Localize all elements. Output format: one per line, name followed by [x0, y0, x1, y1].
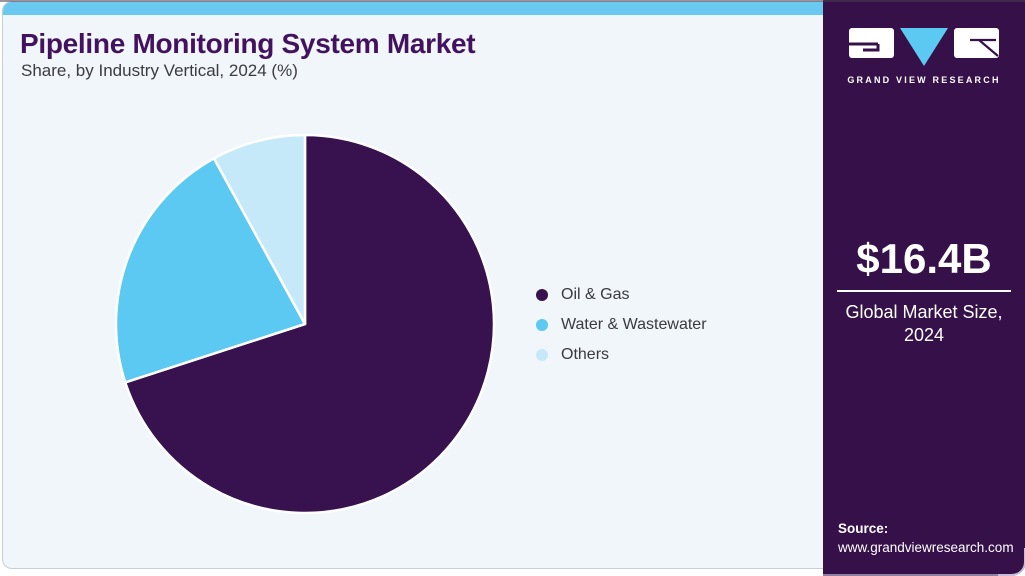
- market-size-label-line2: 2024: [903, 324, 945, 345]
- legend-label: Others: [561, 346, 610, 363]
- legend-item: Water & Wastewater: [536, 316, 707, 334]
- market-size-value: $16.4B: [856, 235, 992, 282]
- legend-label: Water & Wastewater: [561, 316, 707, 333]
- source-block: Source: www.grandviewresearch.com: [838, 520, 1014, 558]
- pie-slice-water-wastewater: [114, 157, 307, 384]
- gvr-logo-icon: [849, 28, 999, 66]
- legend-label: Oil & Gas: [561, 286, 630, 303]
- pie-slice-others: [212, 133, 307, 326]
- sidebar: GRAND VIEW RESEARCH $16.4B Global Market…: [823, 0, 1025, 576]
- chart-panel: Pipeline Monitoring System Market Share,…: [2, 1, 823, 569]
- market-size-label: Global Market Size, 2024: [823, 301, 1025, 346]
- market-size-block: $16.4B Global Market Size, 2024: [823, 235, 1025, 346]
- legend-swatch-icon: [536, 349, 548, 361]
- divider: [837, 290, 1011, 293]
- top-edge-line: [0, 0, 1025, 2]
- page-subtitle: Share, by Industry Vertical, 2024 (%): [21, 61, 298, 80]
- gvr-logo: GRAND VIEW RESEARCH: [823, 27, 1025, 85]
- pie-slice-oil-gas: [124, 133, 496, 515]
- legend-swatch-icon: [536, 289, 548, 301]
- source-label: Source:: [838, 521, 889, 537]
- market-size-label-line1: Global Market Size,: [845, 302, 1003, 323]
- brand-name: GRAND VIEW RESEARCH: [847, 75, 1001, 85]
- chart-legend: Oil & Gas Water & Wastewater Others: [536, 286, 707, 376]
- legend-item: Oil & Gas: [536, 286, 707, 304]
- page-title: Pipeline Monitoring System Market: [20, 28, 476, 59]
- pie-chart: [114, 133, 496, 515]
- legend-swatch-icon: [536, 319, 548, 331]
- source-url: www.grandviewresearch.com: [838, 540, 1014, 556]
- top-accent-bar: [3, 2, 823, 15]
- legend-item: Others: [536, 346, 707, 364]
